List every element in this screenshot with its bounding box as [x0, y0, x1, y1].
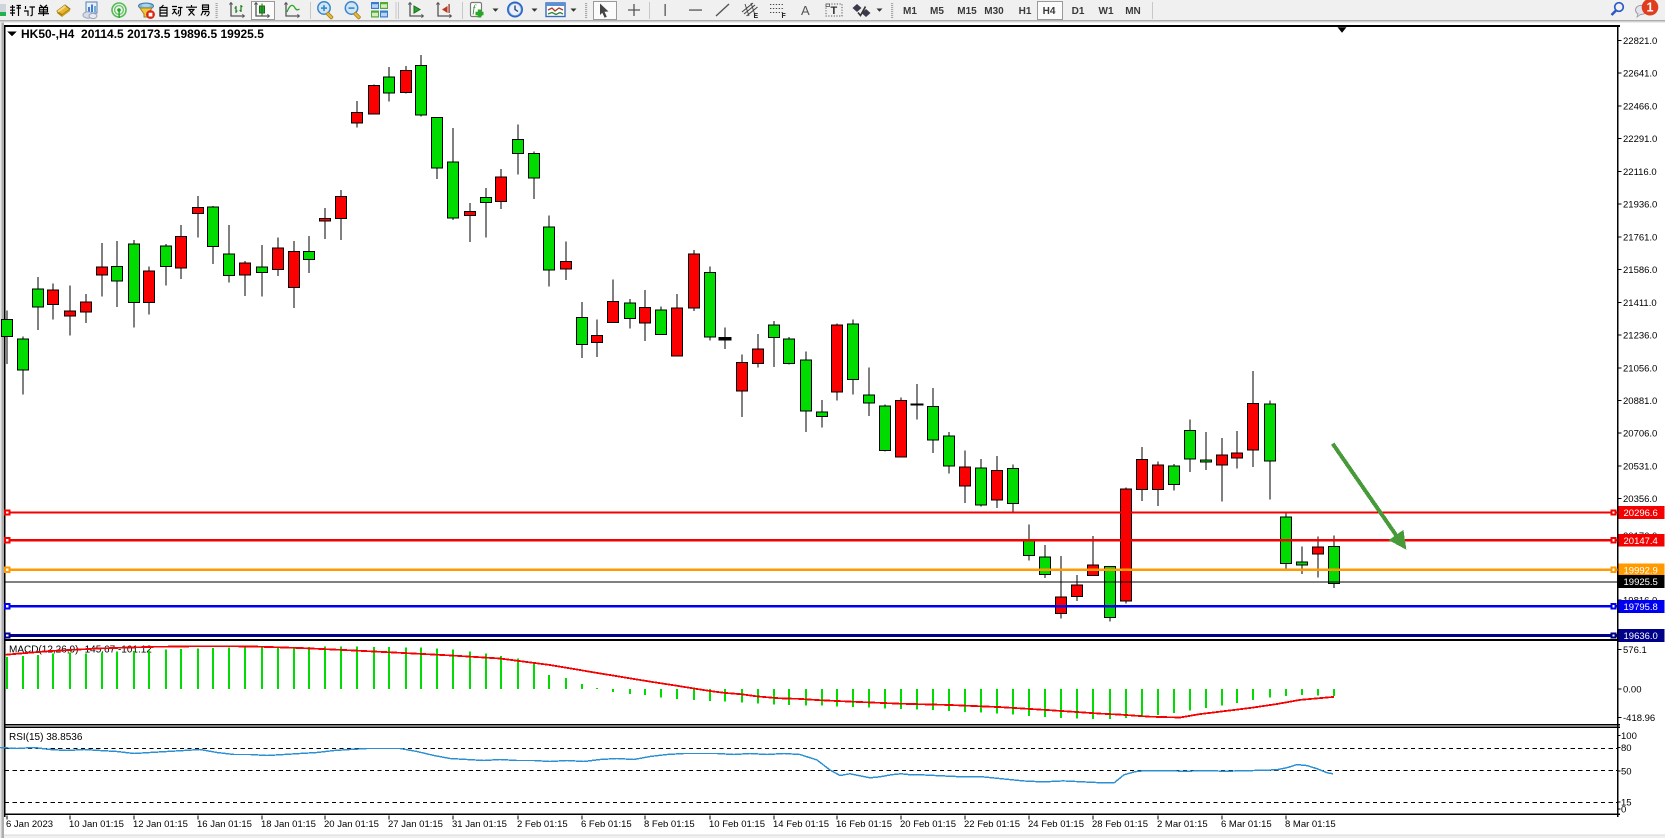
svg-text:22291.0: 22291.0	[1623, 134, 1657, 145]
svg-text:MN: MN	[1125, 6, 1141, 17]
svg-text:19636.0: 19636.0	[1624, 631, 1658, 642]
svg-text:20296.6: 20296.6	[1624, 508, 1658, 519]
svg-text:20706.0: 20706.0	[1623, 429, 1657, 440]
svg-text:20 Feb 01:15: 20 Feb 01:15	[900, 819, 956, 830]
svg-text:16 Feb 01:15: 16 Feb 01:15	[836, 819, 892, 830]
svg-text:20356.0: 20356.0	[1623, 494, 1657, 505]
svg-text:21936.0: 21936.0	[1623, 200, 1657, 211]
svg-text:8 Feb 01:15: 8 Feb 01:15	[644, 819, 695, 830]
svg-text:15: 15	[1621, 798, 1632, 809]
svg-text:28 Feb 01:15: 28 Feb 01:15	[1092, 819, 1148, 830]
svg-text:6 Feb 01:15: 6 Feb 01:15	[581, 819, 632, 830]
svg-text:24 Feb 01:15: 24 Feb 01:15	[1028, 819, 1084, 830]
svg-text:80: 80	[1621, 743, 1632, 754]
svg-text:22466.0: 22466.0	[1623, 102, 1657, 113]
svg-text:22821.0: 22821.0	[1623, 36, 1657, 47]
svg-text:22 Feb 01:15: 22 Feb 01:15	[964, 819, 1020, 830]
svg-text:A: A	[801, 3, 810, 18]
svg-text:22116.0: 22116.0	[1623, 167, 1657, 178]
svg-text:0: 0	[1621, 805, 1626, 816]
svg-text:21411.0: 21411.0	[1623, 298, 1657, 309]
svg-text:HK50-,H4 20114.5 20173.5 1989: HK50-,H4 20114.5 20173.5 19896.5 19925.5	[21, 27, 264, 41]
svg-text:21761.0: 21761.0	[1623, 232, 1657, 243]
svg-text:E: E	[754, 13, 759, 20]
svg-text:576.1: 576.1	[1623, 645, 1647, 656]
svg-text:-418.96: -418.96	[1623, 713, 1655, 724]
svg-text:14 Feb 01:15: 14 Feb 01:15	[773, 819, 829, 830]
svg-text:31 Jan 01:15: 31 Jan 01:15	[452, 819, 507, 830]
svg-text:100: 100	[1621, 731, 1637, 742]
svg-text:M1: M1	[903, 6, 917, 17]
svg-text:H1: H1	[1019, 6, 1032, 17]
svg-text:22641.0: 22641.0	[1623, 69, 1657, 80]
svg-text:21236.0: 21236.0	[1623, 331, 1657, 342]
svg-text:2 Feb 01:15: 2 Feb 01:15	[517, 819, 568, 830]
svg-text:D1: D1	[1072, 6, 1085, 17]
svg-text:20531.0: 20531.0	[1623, 461, 1657, 472]
svg-text:20881.0: 20881.0	[1623, 396, 1657, 407]
svg-text:21586.0: 21586.0	[1623, 265, 1657, 276]
svg-text:H4: H4	[1043, 6, 1056, 17]
svg-text:1: 1	[1647, 1, 1654, 15]
svg-text:RSI(15) 38.8536: RSI(15) 38.8536	[9, 732, 83, 743]
svg-text:27 Jan 01:15: 27 Jan 01:15	[388, 819, 443, 830]
svg-text:6 Mar 01:15: 6 Mar 01:15	[1221, 819, 1272, 830]
svg-text:8 Mar 01:15: 8 Mar 01:15	[1285, 819, 1336, 830]
svg-text:20 Jan 01:15: 20 Jan 01:15	[324, 819, 379, 830]
svg-text:M5: M5	[930, 6, 944, 17]
svg-text:19925.5: 19925.5	[1624, 577, 1658, 588]
svg-text:19992.9: 19992.9	[1624, 565, 1658, 576]
svg-text:19795.8: 19795.8	[1624, 602, 1658, 613]
svg-text:10 Feb 01:15: 10 Feb 01:15	[709, 819, 765, 830]
svg-text:M30: M30	[984, 6, 1004, 17]
svg-text:F: F	[782, 13, 787, 20]
svg-text:W1: W1	[1099, 6, 1114, 17]
svg-text:16 Jan 01:15: 16 Jan 01:15	[197, 819, 252, 830]
svg-text:50: 50	[1621, 767, 1632, 778]
svg-text:10 Jan 01:15: 10 Jan 01:15	[69, 819, 124, 830]
svg-text:12 Jan 01:15: 12 Jan 01:15	[133, 819, 188, 830]
svg-text:2 Mar 01:15: 2 Mar 01:15	[1157, 819, 1208, 830]
svg-text:18 Jan 01:15: 18 Jan 01:15	[261, 819, 316, 830]
svg-text:6 Jan 2023: 6 Jan 2023	[6, 819, 53, 830]
svg-text:21056.0: 21056.0	[1623, 363, 1657, 374]
svg-text:0.00: 0.00	[1623, 685, 1642, 696]
svg-text:T: T	[831, 5, 838, 17]
svg-text:f: f	[473, 4, 477, 15]
svg-text:20147.4: 20147.4	[1624, 536, 1658, 547]
svg-text:M15: M15	[957, 6, 977, 17]
